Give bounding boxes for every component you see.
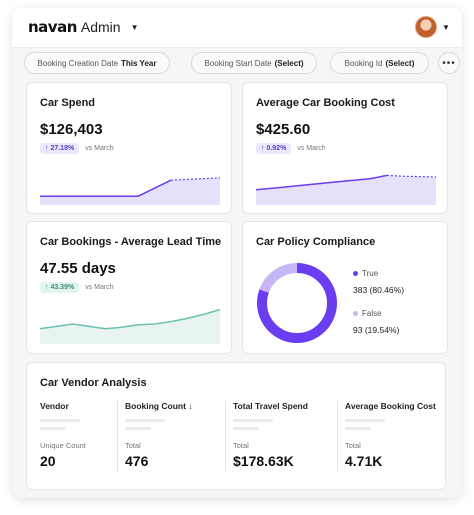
column-header[interactable]: Booking Count ↓: [125, 401, 193, 411]
legend-true: True 383 (80.46%): [353, 269, 404, 295]
delta-badge: ↑ 43.39%: [40, 282, 80, 293]
filter-label: Booking Start Date: [204, 58, 272, 68]
donut-slice-false: [257, 263, 337, 343]
filter-bar: Booking Creation Date This Year Booking …: [24, 52, 460, 78]
trend-line: [40, 308, 220, 330]
column-header[interactable]: Average Booking Cost: [345, 401, 436, 411]
avg-booking-cost-card[interactable]: Average Car Booking Cost $425.60 ↑ 0.92%…: [242, 82, 448, 214]
legend-label-true: True: [362, 269, 379, 278]
filter-label: Booking Id: [344, 58, 383, 68]
card-title: Car Policy Compliance: [256, 236, 376, 248]
avatar[interactable]: [415, 16, 437, 38]
filter-booking-id[interactable]: Booking Id (Select): [330, 52, 429, 74]
delta-row: ↑ 43.39% vs March: [40, 282, 114, 293]
delta-badge: ↑ 0.92%: [256, 143, 292, 154]
placeholder-bar: [125, 427, 151, 430]
brand-suffix: Admin: [80, 19, 121, 35]
booking-count-column: Booking Count ↓ Total 476: [125, 401, 215, 469]
filter-value: (Select): [385, 58, 415, 68]
vendor-analysis-card[interactable]: Car Vendor Analysis Vendor Unique Count …: [26, 362, 446, 490]
column-divider: [225, 401, 226, 471]
delta-note: vs March: [297, 145, 326, 152]
column-value: 4.71K: [345, 453, 383, 469]
brand-menu[interactable]: navan Admin ▼: [28, 18, 139, 36]
travel-spend-column: Total Travel Spend Total $178.63K: [233, 401, 333, 469]
card-title: Car Vendor Analysis: [40, 377, 147, 389]
placeholder-bar: [233, 427, 259, 430]
card-value: 47.55 days: [40, 260, 116, 277]
placeholder-bar: [345, 419, 385, 422]
column-subtitle: Total: [125, 441, 141, 450]
delta-row: ↑ 27.18% vs March: [40, 143, 114, 154]
column-value: 476: [125, 453, 149, 469]
placeholder-bar: [125, 419, 165, 422]
card-title: Average Car Booking Cost: [256, 97, 395, 109]
trend-chart: [256, 174, 436, 205]
trend-line-projected: [170, 177, 220, 181]
column-header[interactable]: Total Travel Spend: [233, 401, 308, 411]
policy-compliance-card[interactable]: Car Policy Compliance True 383 (80.46%) …: [242, 221, 448, 354]
column-divider: [117, 401, 118, 471]
top-navigation-bar: navan Admin ▼ ▼: [12, 8, 462, 48]
trend-area: [40, 309, 220, 344]
chevron-down-icon[interactable]: ▼: [130, 23, 139, 32]
more-options-button[interactable]: •••: [438, 52, 460, 74]
card-title: Car Spend: [40, 97, 96, 109]
filter-booking-creation-date[interactable]: Booking Creation Date This Year: [24, 52, 170, 74]
trend-line: [256, 174, 388, 191]
delta-note: vs March: [85, 284, 114, 291]
card-title: Car Bookings - Average Lead Time: [40, 236, 222, 248]
legend-label-false: False: [362, 309, 382, 318]
card-value: $425.60: [256, 121, 311, 138]
placeholder-bar: [40, 427, 66, 430]
legend-dot-true: [353, 271, 358, 276]
compliance-donut-chart: [257, 263, 337, 343]
column-value: 20: [40, 453, 56, 469]
placeholder-bar: [233, 419, 273, 422]
legend-false: False 93 (19.54%): [353, 309, 399, 335]
column-subtitle: Total: [345, 441, 361, 450]
legend-value-true: 383 (80.46%): [353, 285, 405, 295]
column-subtitle: Unique Count: [40, 441, 86, 450]
legend-dot-false: [353, 311, 358, 316]
chevron-down-icon[interactable]: ▼: [442, 23, 450, 32]
placeholder-bar: [40, 419, 80, 422]
lead-time-card[interactable]: Car Bookings - Average Lead Time 47.55 d…: [26, 221, 232, 354]
delta-badge: ↑ 27.18%: [40, 143, 80, 154]
trend-line: [40, 179, 172, 197]
filter-label: Booking Creation Date: [37, 58, 119, 68]
delta-row: ↑ 0.92% vs March: [256, 143, 326, 154]
trend-chart: [40, 308, 220, 344]
filter-booking-start-date[interactable]: Booking Start Date (Select): [191, 52, 317, 74]
column-header[interactable]: Vendor: [40, 401, 69, 411]
trend-area: [256, 175, 436, 205]
car-spend-card[interactable]: Car Spend $126,403 ↑ 27.18% vs March: [26, 82, 232, 214]
vendor-column: Vendor Unique Count 20: [40, 401, 110, 469]
trend-line-projected: [386, 174, 436, 178]
card-value: $126,403: [40, 121, 103, 138]
avg-booking-cost-column: Average Booking Cost Total 4.71K: [345, 401, 441, 469]
admin-dashboard: navan Admin ▼ ▼ Booking Creation Date Th…: [12, 8, 462, 498]
column-subtitle: Total: [233, 441, 249, 450]
delta-note: vs March: [85, 145, 114, 152]
column-value: $178.63K: [233, 453, 294, 469]
trend-area: [40, 177, 220, 205]
placeholder-bar: [345, 427, 371, 430]
brand-logo: navan: [28, 18, 77, 36]
filter-value: (Select): [274, 58, 304, 68]
filter-value: This Year: [121, 58, 157, 68]
trend-chart: [40, 177, 220, 205]
legend-value-false: 93 (19.54%): [353, 325, 400, 335]
column-divider: [337, 401, 338, 471]
